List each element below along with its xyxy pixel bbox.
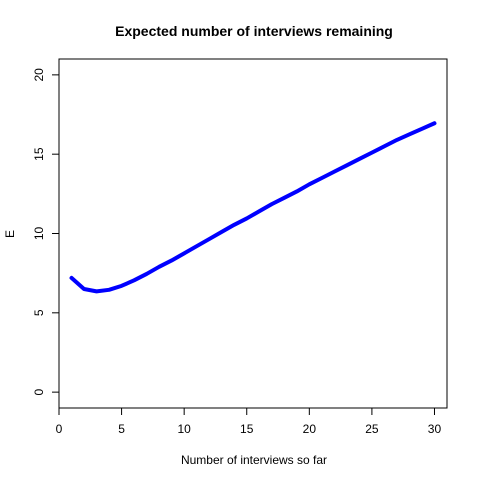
series-line-0 bbox=[69, 121, 437, 294]
y-tick-label: 10 bbox=[32, 227, 46, 241]
x-tick-label: 25 bbox=[365, 422, 379, 436]
x-tick-label: 15 bbox=[240, 422, 254, 436]
x-tick-label: 20 bbox=[303, 422, 317, 436]
x-axis: 0 5 10 15 20 25 30 bbox=[56, 407, 442, 436]
x-tick-label: 5 bbox=[118, 422, 125, 436]
y-tick-label: 5 bbox=[32, 309, 46, 316]
chart-title: Expected number of interviews remaining bbox=[115, 23, 393, 39]
y-tick-label: 20 bbox=[32, 68, 46, 82]
plot-frame bbox=[58, 58, 448, 409]
x-tick-label: 0 bbox=[56, 422, 63, 436]
y-tick-label: 0 bbox=[32, 388, 46, 395]
x-tick-label: 30 bbox=[428, 422, 442, 436]
y-tick-label: 15 bbox=[32, 147, 46, 161]
series-layer bbox=[69, 121, 437, 294]
x-tick-label: 10 bbox=[177, 422, 191, 436]
y-axis-label: E bbox=[3, 230, 17, 238]
y-axis: 0 5 10 15 20 bbox=[32, 68, 60, 395]
x-axis-label: Number of interviews so far bbox=[181, 453, 327, 467]
